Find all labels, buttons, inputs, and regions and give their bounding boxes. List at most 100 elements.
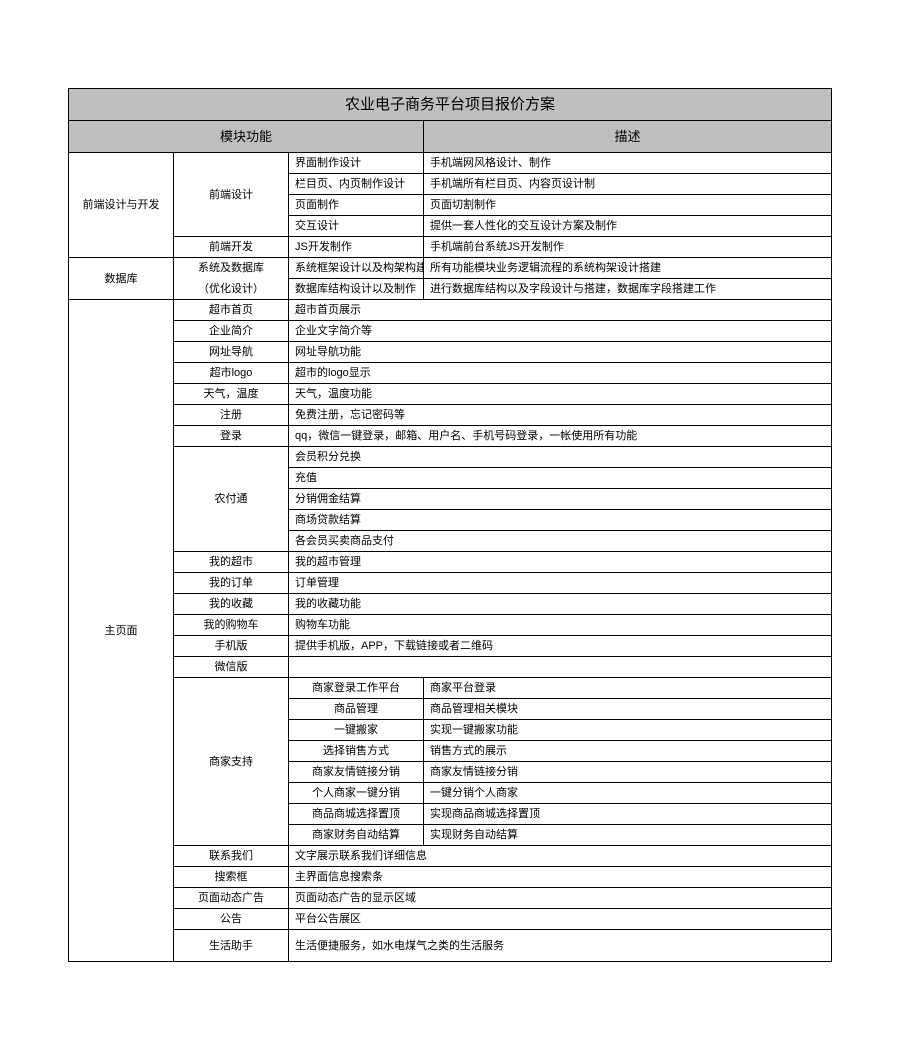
table-row: 我的超市 我的超市管理 <box>69 552 832 573</box>
item-name: 联系我们 <box>174 846 289 867</box>
item-desc: 平台公告展区 <box>289 909 832 930</box>
item-name: 商品管理 <box>289 699 424 720</box>
item-desc: 免费注册，忘记密码等 <box>289 405 832 426</box>
item-desc: 我的超市管理 <box>289 552 832 573</box>
group-label: 商家支持 <box>174 678 289 846</box>
table-row: 网址导航 网址导航功能 <box>69 342 832 363</box>
table-row: 登录 qq，微信一键登录，邮箱、用户名、手机号码登录，一帐使用所有功能 <box>69 426 832 447</box>
table-row: 企业简介 企业文字简介等 <box>69 321 832 342</box>
table-row: 数据库 系统及数据库 系统框架设计以及构架构建 所有功能模块业务逻辑流程的系统构… <box>69 258 832 279</box>
item-name: 一键搬家 <box>289 720 424 741</box>
item-desc: 所有功能模块业务逻辑流程的系统构架设计搭建 <box>424 258 832 279</box>
item-name: 我的订单 <box>174 573 289 594</box>
item-name: 公告 <box>174 909 289 930</box>
item-desc: 商品管理相关模块 <box>424 699 832 720</box>
item-desc: 购物车功能 <box>289 615 832 636</box>
item-name: 数据库结构设计以及制作 <box>289 279 424 300</box>
table-row: 商家支持 商家登录工作平台 商家平台登录 <box>69 678 832 699</box>
group-label: 前端开发 <box>174 237 289 258</box>
item-name: 页面制作 <box>289 195 424 216</box>
table-row: 搜索框 主界面信息搜索条 <box>69 867 832 888</box>
item-desc: 生活便捷服务，如水电煤气之类的生活服务 <box>289 930 832 962</box>
item-desc: 我的收藏功能 <box>289 594 832 615</box>
item-name: 手机版 <box>174 636 289 657</box>
table-row: 超市logo 超市的logo显示 <box>69 363 832 384</box>
item-name: 微信版 <box>174 657 289 678</box>
item-desc: 实现一键搬家功能 <box>424 720 832 741</box>
item-desc: 超市的logo显示 <box>289 363 832 384</box>
item-name: 我的购物车 <box>174 615 289 636</box>
item-name: 超市logo <box>174 363 289 384</box>
header-module: 模块功能 <box>69 121 424 153</box>
item-desc: 提供一套人性化的交互设计方案及制作 <box>424 216 832 237</box>
item-desc <box>289 657 832 678</box>
item-desc: 分销佣金结算 <box>289 489 832 510</box>
table-row: 手机版 提供手机版，APP，下载链接或者二维码 <box>69 636 832 657</box>
header-desc: 描述 <box>424 121 832 153</box>
table-row: 主页面 超市首页 超市首页展示 <box>69 300 832 321</box>
table-row: 天气，温度 天气，温度功能 <box>69 384 832 405</box>
item-desc: 手机端前台系统JS开发制作 <box>424 237 832 258</box>
item-desc: 销售方式的展示 <box>424 741 832 762</box>
item-name: 商家财务自动结算 <box>289 825 424 846</box>
table-row: 微信版 <box>69 657 832 678</box>
item-desc: 手机端网风格设计、制作 <box>424 153 832 174</box>
table-title: 农业电子商务平台项目报价方案 <box>69 89 832 121</box>
table-row: 我的购物车 购物车功能 <box>69 615 832 636</box>
table-row: 农付通 会员积分兑换 <box>69 447 832 468</box>
item-name: 网址导航 <box>174 342 289 363</box>
item-name: 个人商家一键分销 <box>289 783 424 804</box>
document-page: 农业电子商务平台项目报价方案 模块功能 描述 前端设计与开发 前端设计 界面制作… <box>0 0 900 1060</box>
item-name: 商品商城选择置顶 <box>289 804 424 825</box>
table-row: 页面动态广告 页面动态广告的显示区域 <box>69 888 832 909</box>
table-row: 我的订单 订单管理 <box>69 573 832 594</box>
group-label: 农付通 <box>174 447 289 552</box>
table-row: 前端设计与开发 前端设计 界面制作设计 手机端网风格设计、制作 <box>69 153 832 174</box>
item-name: 界面制作设计 <box>289 153 424 174</box>
item-name: 登录 <box>174 426 289 447</box>
group-label: 系统及数据库 <box>174 258 289 279</box>
item-desc: 商家平台登录 <box>424 678 832 699</box>
item-desc: 企业文字简介等 <box>289 321 832 342</box>
section-label: 数据库 <box>69 258 174 300</box>
item-name: 商家登录工作平台 <box>289 678 424 699</box>
group-label: 前端设计 <box>174 153 289 237</box>
item-name: 我的超市 <box>174 552 289 573</box>
item-name: 栏目页、内页制作设计 <box>289 174 424 195</box>
item-desc: 主界面信息搜索条 <box>289 867 832 888</box>
item-desc: 充值 <box>289 468 832 489</box>
item-desc: 网址导航功能 <box>289 342 832 363</box>
item-name: 系统框架设计以及构架构建 <box>289 258 424 279</box>
table-row: 注册 免费注册，忘记密码等 <box>69 405 832 426</box>
item-desc: 实现商品商城选择置顶 <box>424 804 832 825</box>
header-row: 模块功能 描述 <box>69 121 832 153</box>
table-row: 公告 平台公告展区 <box>69 909 832 930</box>
item-name: 超市首页 <box>174 300 289 321</box>
item-name: 生活助手 <box>174 930 289 962</box>
table-row: （优化设计） 数据库结构设计以及制作 进行数据库结构以及字段设计与搭建，数据库字… <box>69 279 832 300</box>
item-desc: 各会员买卖商品支付 <box>289 531 832 552</box>
section-label: 主页面 <box>69 300 174 962</box>
section-label: 前端设计与开发 <box>69 153 174 258</box>
group-label: （优化设计） <box>174 279 289 300</box>
item-name: 注册 <box>174 405 289 426</box>
item-name: 搜索框 <box>174 867 289 888</box>
table-row: 生活助手 生活便捷服务，如水电煤气之类的生活服务 <box>69 930 832 962</box>
item-desc: 商场贷款结算 <box>289 510 832 531</box>
item-name: 企业简介 <box>174 321 289 342</box>
table-row: 前端开发 JS开发制作 手机端前台系统JS开发制作 <box>69 237 832 258</box>
item-desc: 天气，温度功能 <box>289 384 832 405</box>
item-desc: 订单管理 <box>289 573 832 594</box>
item-desc: 提供手机版，APP，下载链接或者二维码 <box>289 636 832 657</box>
item-name: 天气，温度 <box>174 384 289 405</box>
item-desc: qq，微信一键登录，邮箱、用户名、手机号码登录，一帐使用所有功能 <box>289 426 832 447</box>
table-row: 联系我们 文字展示联系我们详细信息 <box>69 846 832 867</box>
item-desc: 手机端所有栏目页、内容页设计制 <box>424 174 832 195</box>
item-name: JS开发制作 <box>289 237 424 258</box>
item-name: 页面动态广告 <box>174 888 289 909</box>
item-name: 交互设计 <box>289 216 424 237</box>
item-desc: 文字展示联系我们详细信息 <box>289 846 832 867</box>
item-desc: 会员积分兑换 <box>289 447 832 468</box>
item-name: 商家友情链接分销 <box>289 762 424 783</box>
item-desc: 商家友情链接分销 <box>424 762 832 783</box>
